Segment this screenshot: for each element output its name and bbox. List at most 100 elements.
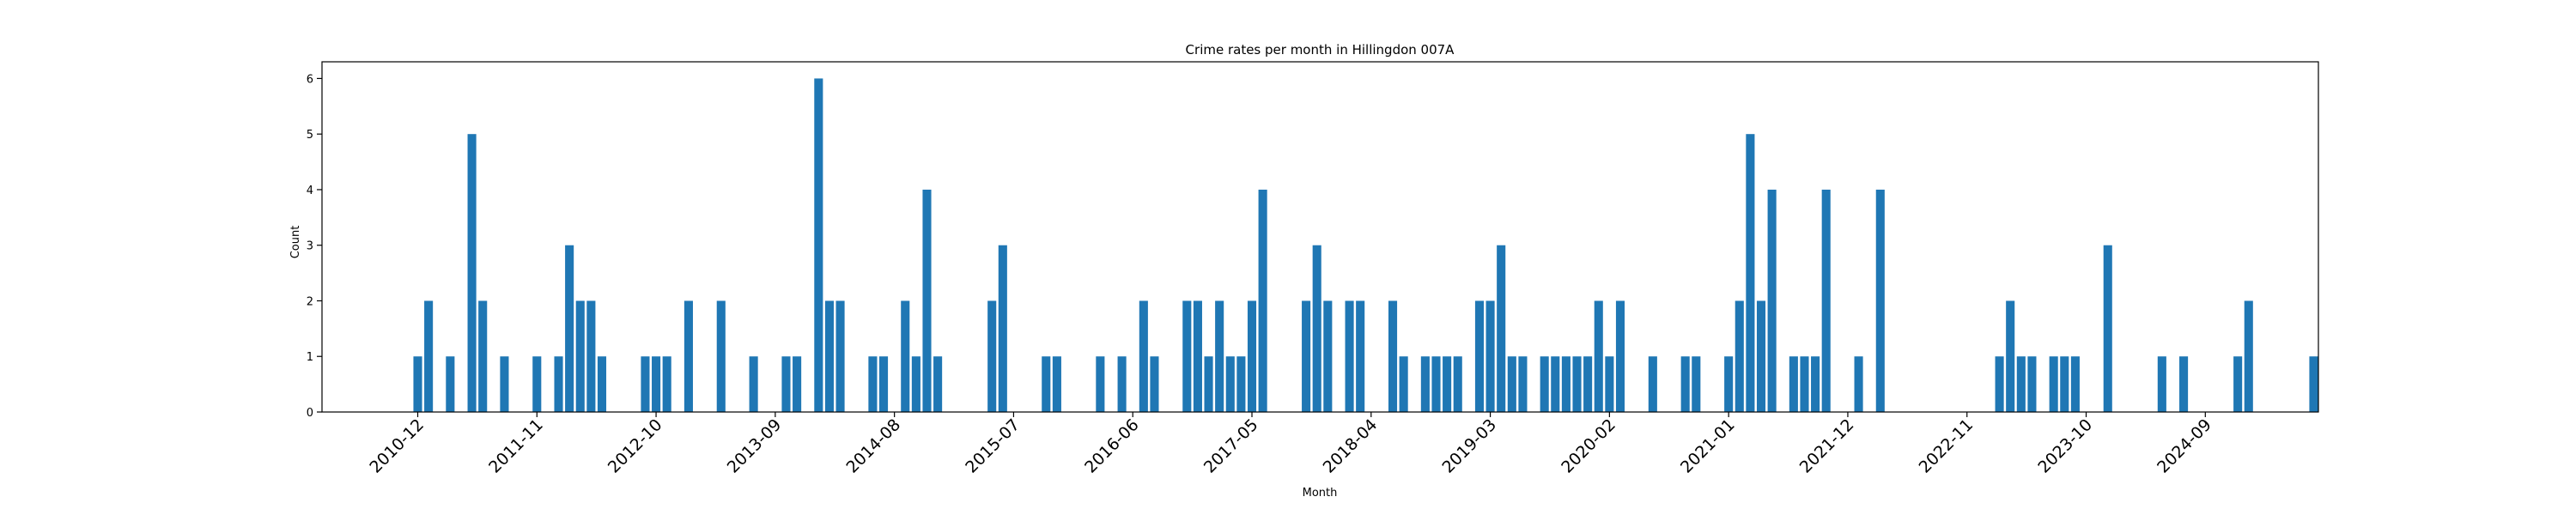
x-axis-label: Month — [1303, 487, 1338, 500]
bar-2012-02 — [565, 245, 574, 412]
y-tick-label: 6 — [307, 73, 313, 86]
bar-2016-05 — [1117, 356, 1127, 412]
bar-2014-02 — [824, 300, 834, 412]
bar-2020-01 — [1594, 300, 1603, 412]
bar-2021-10 — [1821, 189, 1831, 412]
bar-2017-06 — [1258, 189, 1267, 412]
bar-2019-12 — [1583, 356, 1593, 412]
bar-2023-07 — [2049, 356, 2058, 412]
bar-2017-05 — [1247, 300, 1257, 412]
bar-2011-06 — [478, 300, 488, 412]
bar-2018-06 — [1388, 300, 1398, 412]
bar-2022-01 — [1854, 356, 1863, 412]
bar-2012-10 — [652, 356, 661, 412]
bar-2023-09 — [2070, 356, 2080, 412]
bar-2019-02 — [1474, 300, 1485, 412]
bar-2015-05 — [987, 300, 997, 412]
bar-2020-06 — [1648, 356, 1657, 412]
bar-2021-01 — [1724, 356, 1734, 412]
bar-2017-12 — [1323, 300, 1333, 412]
bar-2019-05 — [1507, 356, 1516, 412]
bar-2012-01 — [554, 356, 563, 412]
bar-2023-03 — [2006, 300, 2015, 412]
bar-2017-03 — [1225, 356, 1235, 412]
bar-2013-10 — [781, 356, 791, 412]
bar-2021-09 — [1811, 356, 1820, 412]
bar-2021-07 — [1789, 356, 1798, 412]
bar-2012-04 — [586, 300, 596, 412]
bar-2013-07 — [749, 356, 758, 412]
bar-2014-07 — [878, 356, 889, 412]
y-tick-label: 2 — [307, 295, 313, 308]
bar-2013-04 — [716, 300, 726, 412]
bar-2023-04 — [2016, 356, 2026, 412]
bar-2018-12 — [1453, 356, 1462, 412]
bar-2015-10 — [1042, 356, 1051, 412]
bar-2021-08 — [1800, 356, 1809, 412]
bar-2017-11 — [1312, 245, 1321, 412]
bar-2024-07 — [2179, 356, 2189, 412]
bar-2017-04 — [1236, 356, 1246, 412]
bar-2019-04 — [1497, 245, 1506, 412]
bar-2011-11 — [532, 356, 542, 412]
chart-title: Crime rates per month in Hillingdon 007A — [1186, 42, 1455, 58]
bar-2016-12 — [1193, 300, 1202, 412]
bar-2016-08 — [1150, 356, 1159, 412]
bar-2016-11 — [1182, 300, 1192, 412]
bar-2020-09 — [1680, 356, 1690, 412]
bar-2019-09 — [1551, 356, 1560, 412]
bar-2012-11 — [662, 356, 671, 412]
y-tick-label: 0 — [307, 407, 313, 420]
bar-2011-08 — [500, 356, 509, 412]
bar-2012-03 — [575, 300, 585, 412]
bar-2015-11 — [1052, 356, 1061, 412]
bar-2019-03 — [1485, 300, 1495, 412]
bar-2011-01 — [424, 300, 434, 412]
bar-2022-03 — [1875, 189, 1885, 412]
bar-series — [413, 78, 2318, 412]
bar-2014-10 — [911, 356, 920, 412]
bar-2011-03 — [446, 356, 455, 412]
bar-2017-02 — [1215, 300, 1224, 412]
bar-2020-10 — [1692, 356, 1701, 412]
bar-2025-01 — [2244, 300, 2253, 412]
bar-2021-03 — [1746, 134, 1755, 412]
bar-2024-12 — [2233, 356, 2243, 412]
bar-2014-11 — [922, 189, 932, 412]
y-tick-label: 3 — [307, 240, 313, 253]
bar-2021-04 — [1756, 300, 1766, 412]
bar-2010-12 — [413, 356, 422, 412]
bar-2019-11 — [1572, 356, 1582, 412]
bar-2012-05 — [597, 356, 607, 412]
bar-2012-09 — [641, 356, 650, 412]
y-axis: 0 1 2 3 4 5 6 — [307, 73, 322, 420]
bar-2017-01 — [1204, 356, 1213, 412]
bar-2018-02 — [1345, 300, 1354, 412]
bar-2011-05 — [467, 134, 477, 412]
bar-2014-06 — [868, 356, 878, 412]
bar-2024-05 — [2157, 356, 2166, 412]
bar-2015-06 — [998, 245, 1007, 412]
y-tick-label: 5 — [307, 129, 313, 142]
bar-2017-10 — [1302, 300, 1311, 412]
bar-2021-02 — [1735, 300, 1744, 412]
bar-2023-05 — [2027, 356, 2037, 412]
bar-2014-09 — [901, 300, 910, 412]
bar-2018-03 — [1356, 300, 1365, 412]
bar-2014-01 — [814, 78, 823, 412]
bar-2023-02 — [1995, 356, 2004, 412]
bar-2021-05 — [1767, 189, 1777, 412]
bar-2020-02 — [1605, 356, 1614, 412]
y-axis-label: Count — [289, 226, 302, 259]
bar-2018-10 — [1431, 356, 1441, 412]
bar-2019-08 — [1540, 356, 1549, 412]
bar-2023-08 — [2060, 356, 2069, 412]
bar-2016-03 — [1096, 356, 1105, 412]
bar-2016-07 — [1139, 300, 1148, 412]
plot-frame — [321, 61, 2319, 413]
bar-2013-11 — [793, 356, 802, 412]
bar-2018-09 — [1420, 356, 1430, 412]
bar-2020-03 — [1615, 300, 1625, 412]
